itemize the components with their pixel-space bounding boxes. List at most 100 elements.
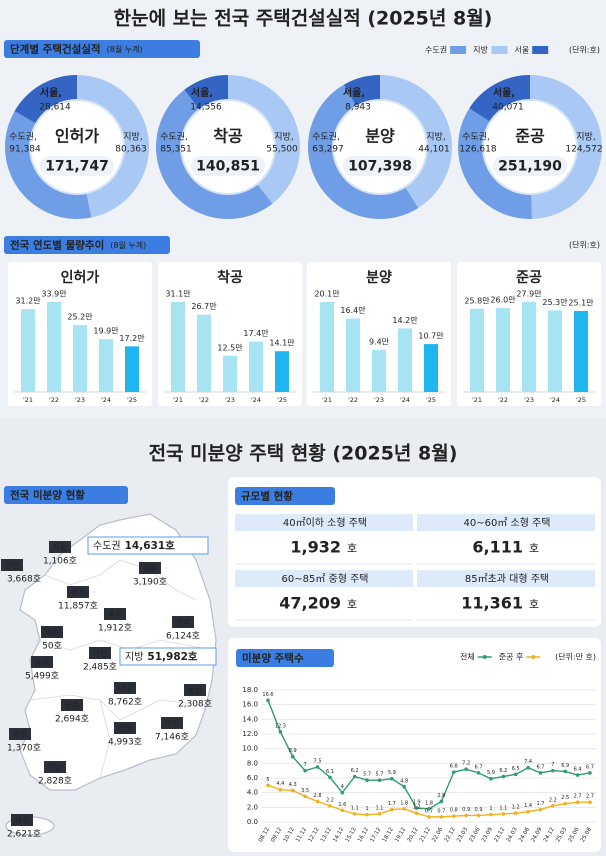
panel-title: 분양 [366, 270, 392, 286]
donut-total: 140,851 [196, 159, 260, 175]
series-point [278, 730, 283, 734]
region-value: 1,370호 [7, 743, 41, 754]
section-label: 규모별 현황 [241, 490, 293, 503]
area-value: 14,631호 [125, 539, 176, 552]
bar [548, 310, 562, 392]
region-name: 충남 [35, 658, 50, 667]
donut-name: 착공 [213, 127, 243, 146]
series-point [513, 811, 518, 815]
seoul-name: 서울, [191, 86, 213, 99]
local-name: 지방, [123, 132, 142, 143]
point-label: 6.2 [499, 768, 507, 774]
border [29, 694, 206, 721]
point-label: 6.8 [450, 764, 458, 770]
point-label: 1 [365, 806, 368, 812]
legend-label: 수도권 [425, 45, 447, 55]
series-point [451, 814, 456, 818]
bar-value-label: 12.5만 [217, 343, 243, 352]
local-value: 124,572 [565, 145, 602, 155]
legend-label: 준공 후 [499, 653, 524, 662]
bar-value-label: 9.4만 [369, 337, 390, 346]
bar [372, 349, 386, 392]
point-label: 6.2 [351, 768, 359, 774]
series-point [340, 790, 345, 795]
total-box [493, 156, 567, 176]
bar-value-label: 17.4만 [243, 329, 269, 338]
bar-value-label: 10.7만 [418, 332, 444, 341]
bar [197, 314, 211, 392]
point-label: 7 [304, 762, 307, 768]
bar [574, 311, 588, 392]
y-tick-label: 10.0 [242, 745, 258, 753]
donut-center [180, 99, 276, 195]
region-tag [67, 586, 89, 598]
series-point [365, 778, 369, 782]
region-name: 세종 [45, 628, 60, 637]
y-tick-label: 12.0 [242, 730, 258, 738]
region-tag [139, 562, 161, 574]
seoul-value: 14,556 [190, 103, 222, 113]
total-box [40, 156, 114, 176]
capital-name: 수도권, [160, 131, 188, 143]
region-tag [1, 559, 23, 571]
bar [125, 346, 139, 392]
unit-label: (단위:만 호) [555, 652, 596, 662]
cell-header: 40~60㎡ 소형 주택 [464, 517, 551, 529]
bar [496, 308, 510, 392]
total-box [191, 156, 265, 176]
y-tick-label: 14.0 [242, 715, 258, 723]
donut-center [29, 99, 125, 195]
section-label: 단계별 주택건설실적 [10, 43, 101, 56]
point-label: 6.7 [475, 764, 483, 770]
point-label: 6.4 [574, 767, 582, 773]
donut-local [380, 75, 452, 208]
y-tick-label: 0.0 [247, 818, 258, 826]
point-label: 1.4 [524, 803, 532, 809]
series-point [266, 698, 270, 703]
section-label: 전국 연도별 물량추이 [10, 239, 104, 252]
border [99, 699, 111, 779]
series-point [365, 812, 369, 817]
section-label: 미분양 주택수 [242, 652, 304, 665]
series-point [402, 807, 407, 811]
bar [73, 325, 87, 392]
border [44, 559, 197, 601]
series-point [266, 783, 270, 788]
region-value: 2,485호 [83, 662, 117, 673]
bar-panel [307, 262, 451, 406]
y-tick-label: 6.0 [247, 774, 258, 782]
region-name: 경남 [118, 723, 133, 733]
bar-value-label: 16.4만 [340, 306, 366, 315]
unit-label: (단위:호) [569, 240, 600, 250]
point-label: 5.9 [487, 770, 495, 776]
series-point [377, 812, 382, 816]
point-label: 2.7 [586, 794, 594, 800]
region-tag [114, 722, 136, 734]
series-point [315, 799, 320, 804]
legend-label: 서울 [514, 46, 529, 55]
region-name: 전남 [48, 762, 63, 772]
series-point [538, 807, 543, 812]
section-note: (8월 누계) [107, 44, 143, 54]
region-tag [41, 626, 63, 638]
bar-value-label: 14.2만 [392, 316, 418, 325]
local-name: 지방, [274, 132, 293, 143]
x-tick-label: '25 [426, 396, 436, 404]
donut-name: 인허가 [55, 127, 99, 146]
series-point [427, 807, 431, 811]
x-tick-label: '23 [75, 396, 85, 404]
point-label: 2.5 [561, 795, 569, 801]
x-tick-label: '23 [524, 396, 534, 404]
series-point [538, 771, 543, 775]
point-label: 2.8 [437, 793, 445, 799]
point-label: 1.1 [499, 805, 507, 811]
point-label: 12.3 [275, 723, 286, 729]
series-point [451, 770, 456, 774]
cell-unit: 호 [347, 598, 357, 611]
series-point [303, 794, 307, 799]
section-pill [4, 236, 170, 254]
legend-swatch [450, 46, 467, 54]
point-label: 5.7 [363, 772, 371, 778]
area-value: 51,982호 [147, 650, 198, 663]
point-label: 6.9 [561, 763, 569, 769]
